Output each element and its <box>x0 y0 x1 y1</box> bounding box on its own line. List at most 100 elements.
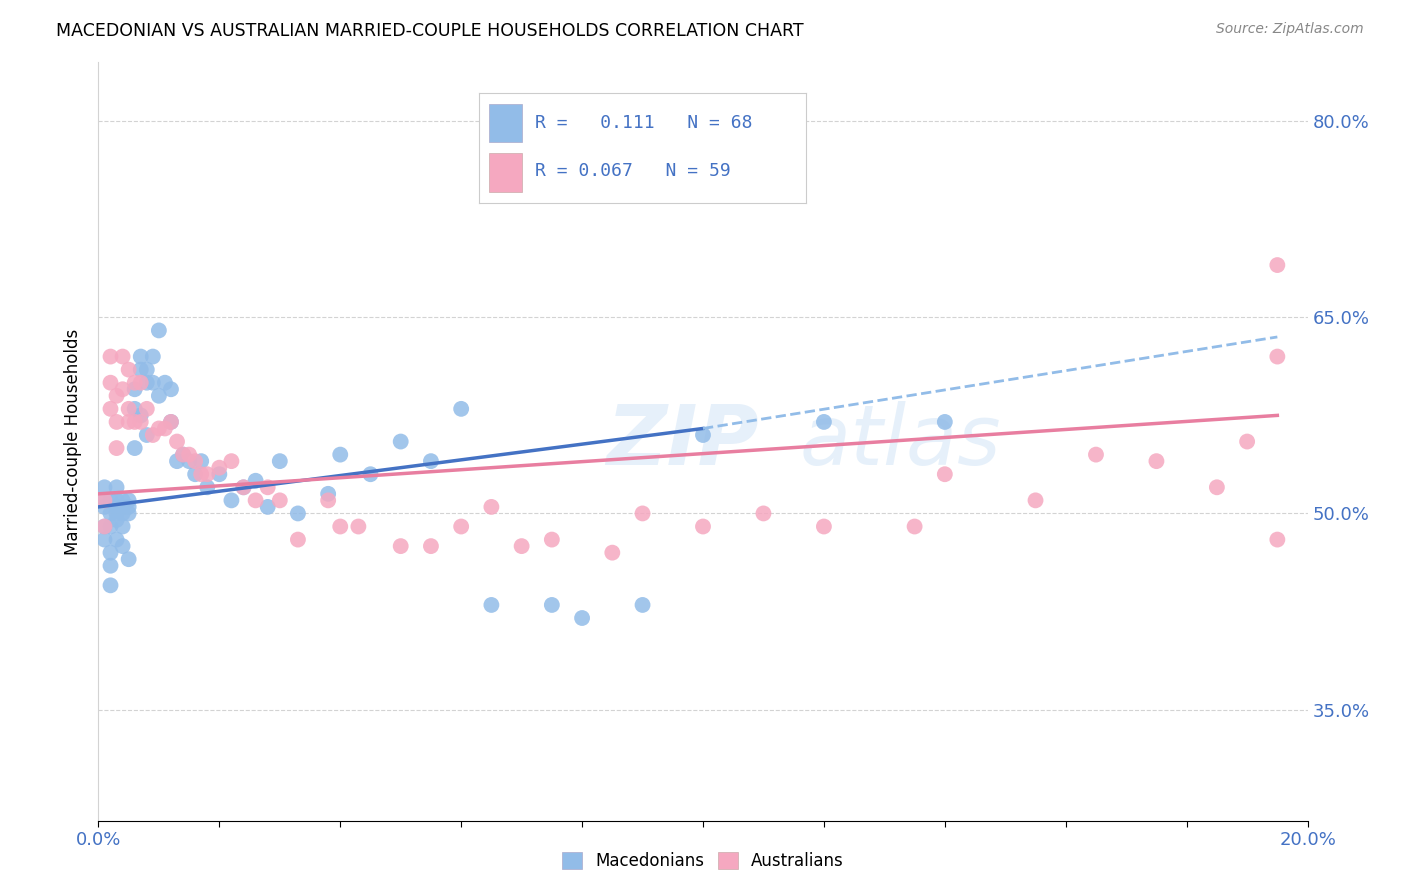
Point <box>160 415 183 429</box>
Point <box>1267 350 1289 364</box>
Point <box>221 493 243 508</box>
Point <box>195 480 218 494</box>
Point <box>124 401 146 416</box>
Point <box>450 401 472 416</box>
Point <box>389 434 412 449</box>
Point <box>124 441 146 455</box>
Point <box>256 480 278 494</box>
Point <box>1267 533 1289 547</box>
Point <box>129 350 152 364</box>
Point <box>118 401 141 416</box>
Point <box>124 415 146 429</box>
Point <box>93 493 115 508</box>
Text: atlas: atlas <box>800 401 1001 482</box>
Point <box>232 480 254 494</box>
Point <box>329 519 352 533</box>
Point <box>450 519 472 533</box>
Point <box>111 507 134 521</box>
Point <box>481 598 503 612</box>
Point <box>184 454 207 468</box>
Point <box>166 454 188 468</box>
Point <box>195 467 218 482</box>
Point <box>129 409 152 423</box>
Point <box>934 415 956 429</box>
Point <box>208 467 231 482</box>
Point <box>100 507 122 521</box>
Text: ZIP: ZIP <box>606 401 759 482</box>
Point <box>100 350 122 364</box>
Point <box>184 467 207 482</box>
Point <box>245 474 267 488</box>
Point <box>153 376 176 390</box>
Legend: Macedonians, Australians: Macedonians, Australians <box>555 846 851 877</box>
Point <box>420 539 443 553</box>
Point <box>389 539 412 553</box>
Point <box>179 448 201 462</box>
Point <box>934 467 956 482</box>
Point <box>1144 454 1167 468</box>
Point <box>813 519 835 533</box>
Point <box>142 428 165 442</box>
Point <box>510 539 533 553</box>
Point <box>111 500 134 514</box>
Point <box>118 552 141 566</box>
Point <box>105 507 128 521</box>
Point <box>100 578 122 592</box>
Point <box>105 480 128 494</box>
Point <box>100 546 122 560</box>
Point <box>631 598 654 612</box>
Point <box>124 382 146 396</box>
Text: MACEDONIAN VS AUSTRALIAN MARRIED-COUPLE HOUSEHOLDS CORRELATION CHART: MACEDONIAN VS AUSTRALIAN MARRIED-COUPLE … <box>56 22 804 40</box>
Point <box>100 401 122 416</box>
Point <box>153 421 176 435</box>
Point <box>142 350 165 364</box>
Point <box>232 480 254 494</box>
Point <box>148 389 170 403</box>
Point <box>172 448 194 462</box>
Point <box>540 598 562 612</box>
Point <box>118 415 141 429</box>
Point <box>111 350 134 364</box>
Point <box>93 500 115 514</box>
Point <box>904 519 927 533</box>
Point <box>118 493 141 508</box>
Point <box>420 454 443 468</box>
Point <box>692 519 714 533</box>
Point <box>540 533 562 547</box>
Point <box>602 546 624 560</box>
Point <box>135 362 157 376</box>
Point <box>256 500 278 514</box>
Point <box>124 376 146 390</box>
Point <box>1236 434 1258 449</box>
Point <box>105 389 128 403</box>
Point <box>692 428 714 442</box>
Point <box>111 493 134 508</box>
Point <box>148 421 170 435</box>
Point <box>105 500 128 514</box>
Point <box>135 401 157 416</box>
Point <box>105 493 128 508</box>
Point <box>93 519 115 533</box>
Point <box>100 558 122 573</box>
Point <box>118 500 141 514</box>
Point <box>160 415 183 429</box>
Point <box>111 539 134 553</box>
Point <box>129 415 152 429</box>
Point <box>221 454 243 468</box>
Point <box>142 376 165 390</box>
Point <box>105 441 128 455</box>
Point <box>105 533 128 547</box>
Point <box>93 519 115 533</box>
Point <box>269 454 291 468</box>
Point <box>752 507 775 521</box>
Point <box>316 487 339 501</box>
Point <box>1206 480 1229 494</box>
Point <box>1024 493 1046 508</box>
Point <box>166 434 188 449</box>
Point <box>100 493 122 508</box>
Point <box>316 493 339 508</box>
Point <box>190 454 212 468</box>
Point <box>105 415 128 429</box>
Point <box>105 513 128 527</box>
Point <box>100 519 122 533</box>
